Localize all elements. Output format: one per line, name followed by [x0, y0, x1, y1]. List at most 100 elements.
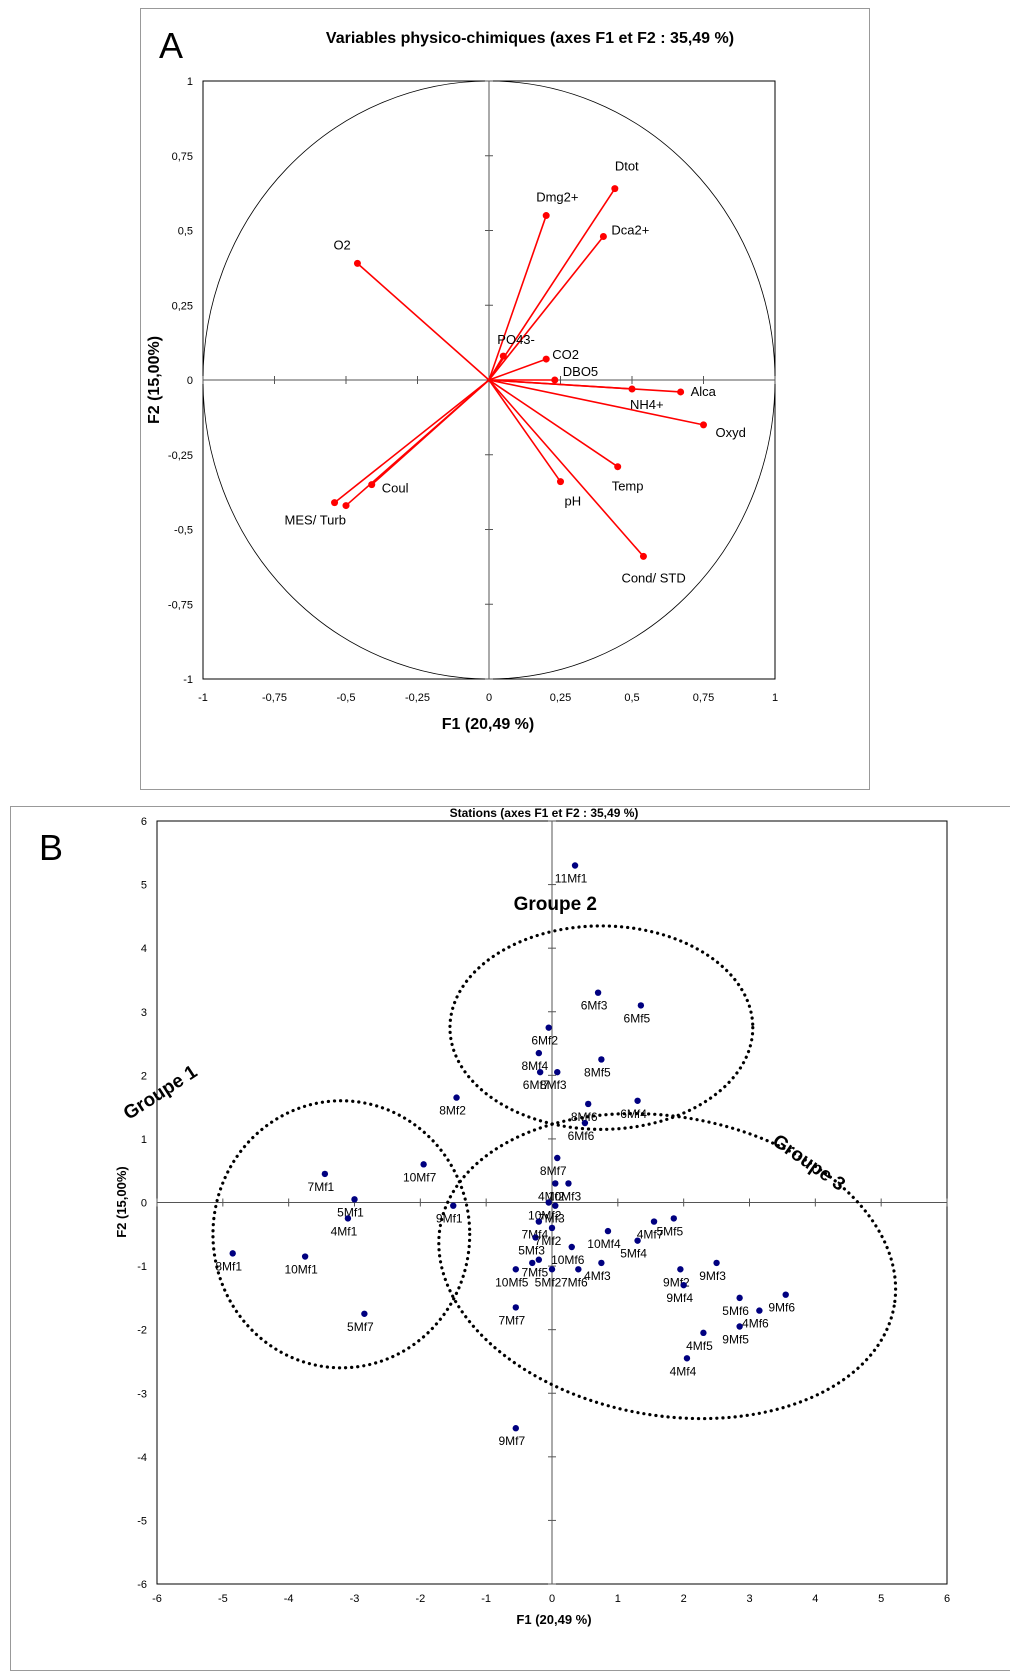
x-tick-label: 1: [772, 692, 778, 704]
x-tick-label: -3: [350, 1593, 360, 1605]
station-label: 10Mf3: [548, 1189, 582, 1203]
station-point: [512, 1304, 519, 1311]
x-tick-label: 0,5: [624, 692, 639, 704]
station-point: [545, 1024, 552, 1031]
station-point: [548, 1224, 556, 1232]
loading-vector: [488, 355, 504, 381]
station-label: 10Mf7: [403, 1170, 437, 1184]
station-point: [535, 1049, 543, 1057]
variable-label: Dtot: [615, 159, 639, 174]
station-label: 5Mf6: [722, 1304, 749, 1318]
panel-label-b: B: [39, 827, 64, 868]
station-label: 4Mf7: [637, 1228, 664, 1242]
station-point: [344, 1215, 352, 1222]
variable-label: Dmg2+: [536, 190, 578, 205]
station-point: [568, 1243, 575, 1251]
variable-label: MES/ Turb: [285, 513, 346, 528]
x-tick-label: 0,75: [693, 692, 714, 704]
variable-label: Oxyd: [716, 425, 746, 440]
variable-label: CO2: [552, 347, 579, 362]
loading-point: [499, 352, 507, 360]
station-label: 8Mf7: [540, 1164, 567, 1178]
chart-title: Variables physico-chimiques (axes F1 et …: [326, 30, 734, 47]
station-label: 5Mf2: [535, 1275, 562, 1289]
station-point: [756, 1307, 763, 1314]
station-label: 5Mf5: [656, 1224, 683, 1238]
loading-vector: [345, 379, 490, 507]
loading-point: [542, 355, 550, 363]
station-point: [782, 1291, 789, 1298]
station-point: [321, 1170, 329, 1178]
x-tick-label: 3: [746, 1593, 752, 1605]
x-tick-label: 1: [615, 1593, 621, 1605]
panel-label-a: A: [159, 25, 184, 66]
station-point: [536, 1068, 544, 1076]
station-label: 10Mf4: [587, 1237, 621, 1251]
loading-vector: [488, 215, 547, 381]
y-tick-label: 1: [141, 1134, 147, 1146]
station-label: 7Mf6: [561, 1275, 588, 1289]
loading-vector: [488, 379, 619, 468]
x-tick-label: -1: [481, 1593, 491, 1605]
y-tick-label: 4: [141, 943, 147, 955]
station-label: 5Mf3: [518, 1243, 545, 1257]
station-point: [512, 1425, 519, 1432]
y-tick-label: -1: [183, 674, 193, 686]
station-point: [677, 1266, 684, 1273]
station-label: 8Mf3: [540, 1078, 567, 1092]
station-point: [594, 989, 602, 996]
station-point: [585, 1100, 592, 1108]
loading-vector: [488, 235, 605, 381]
station-label: 9Mf1: [436, 1212, 463, 1226]
group-ellipse: [448, 924, 755, 1131]
station-point: [581, 1119, 589, 1127]
chart-title: Stations (axes F1 et F2 : 35,49 %): [450, 806, 639, 820]
variable-label: Cond/ STD: [621, 570, 685, 585]
station-point: [634, 1097, 641, 1104]
loading-vector: [488, 379, 704, 426]
station-label: 7Mf5: [521, 1266, 548, 1280]
station-point: [529, 1259, 536, 1267]
station-point: [571, 862, 579, 869]
y-tick-label: 1: [187, 76, 193, 88]
y-tick-label: 0: [141, 1198, 147, 1210]
x-tick-label: 0,25: [550, 692, 571, 704]
y-tick-label: -0,25: [168, 450, 193, 462]
y-tick-label: -1: [137, 1261, 147, 1273]
y-tick-label: -0,5: [174, 525, 193, 537]
panel-a: A -1 -1 -0,75 -0,75 -0,5 -0,5 -0,25 -0,25 0 0 0,25…: [140, 8, 870, 790]
x-tick-label: 0: [486, 692, 492, 704]
loading-point: [677, 388, 685, 396]
y-tick-label: 0: [187, 375, 193, 387]
y-tick-label: -6: [137, 1579, 147, 1591]
station-label: 6Mf4: [620, 1107, 647, 1121]
station-label: 10Mf1: [284, 1263, 318, 1277]
x-tick-label: -0,5: [337, 692, 356, 704]
station-label: 6Mf2: [531, 1034, 558, 1048]
station-label: 8Mf1: [215, 1259, 242, 1273]
y-tick-label: -4: [137, 1452, 147, 1464]
x-tick-label: 0: [549, 1593, 555, 1605]
station-label: 4Mf5: [686, 1339, 713, 1353]
loading-point: [551, 376, 559, 384]
station-label: 6Mf3: [581, 999, 608, 1013]
station-point: [552, 1202, 559, 1209]
station-label: 9Mf6: [768, 1301, 795, 1315]
station-label: 5Mf1: [337, 1205, 364, 1219]
loading-point: [542, 212, 550, 220]
station-point: [634, 1237, 641, 1244]
x-tick-label: 4: [812, 1593, 818, 1605]
variable-label: Temp: [612, 479, 644, 494]
station-label: 9Mf4: [666, 1291, 693, 1305]
correlation-circle-chart: -1 -1 -0,75 -0,75 -0,5 -0,5 -0,25 -0,25 0 0 0,25 0,…: [146, 30, 778, 733]
station-label: 9Mf5: [722, 1332, 749, 1346]
variable-label: Coul: [382, 481, 409, 496]
station-point: [552, 1180, 559, 1187]
station-label: 4Mf4: [670, 1364, 697, 1378]
station-point: [535, 1256, 543, 1263]
loading-vector: [334, 379, 490, 504]
station-label: 4Mf6: [742, 1317, 769, 1331]
loading-point: [599, 232, 607, 240]
station-label: 5Mf7: [347, 1320, 374, 1334]
group-ellipse: [211, 1099, 472, 1370]
